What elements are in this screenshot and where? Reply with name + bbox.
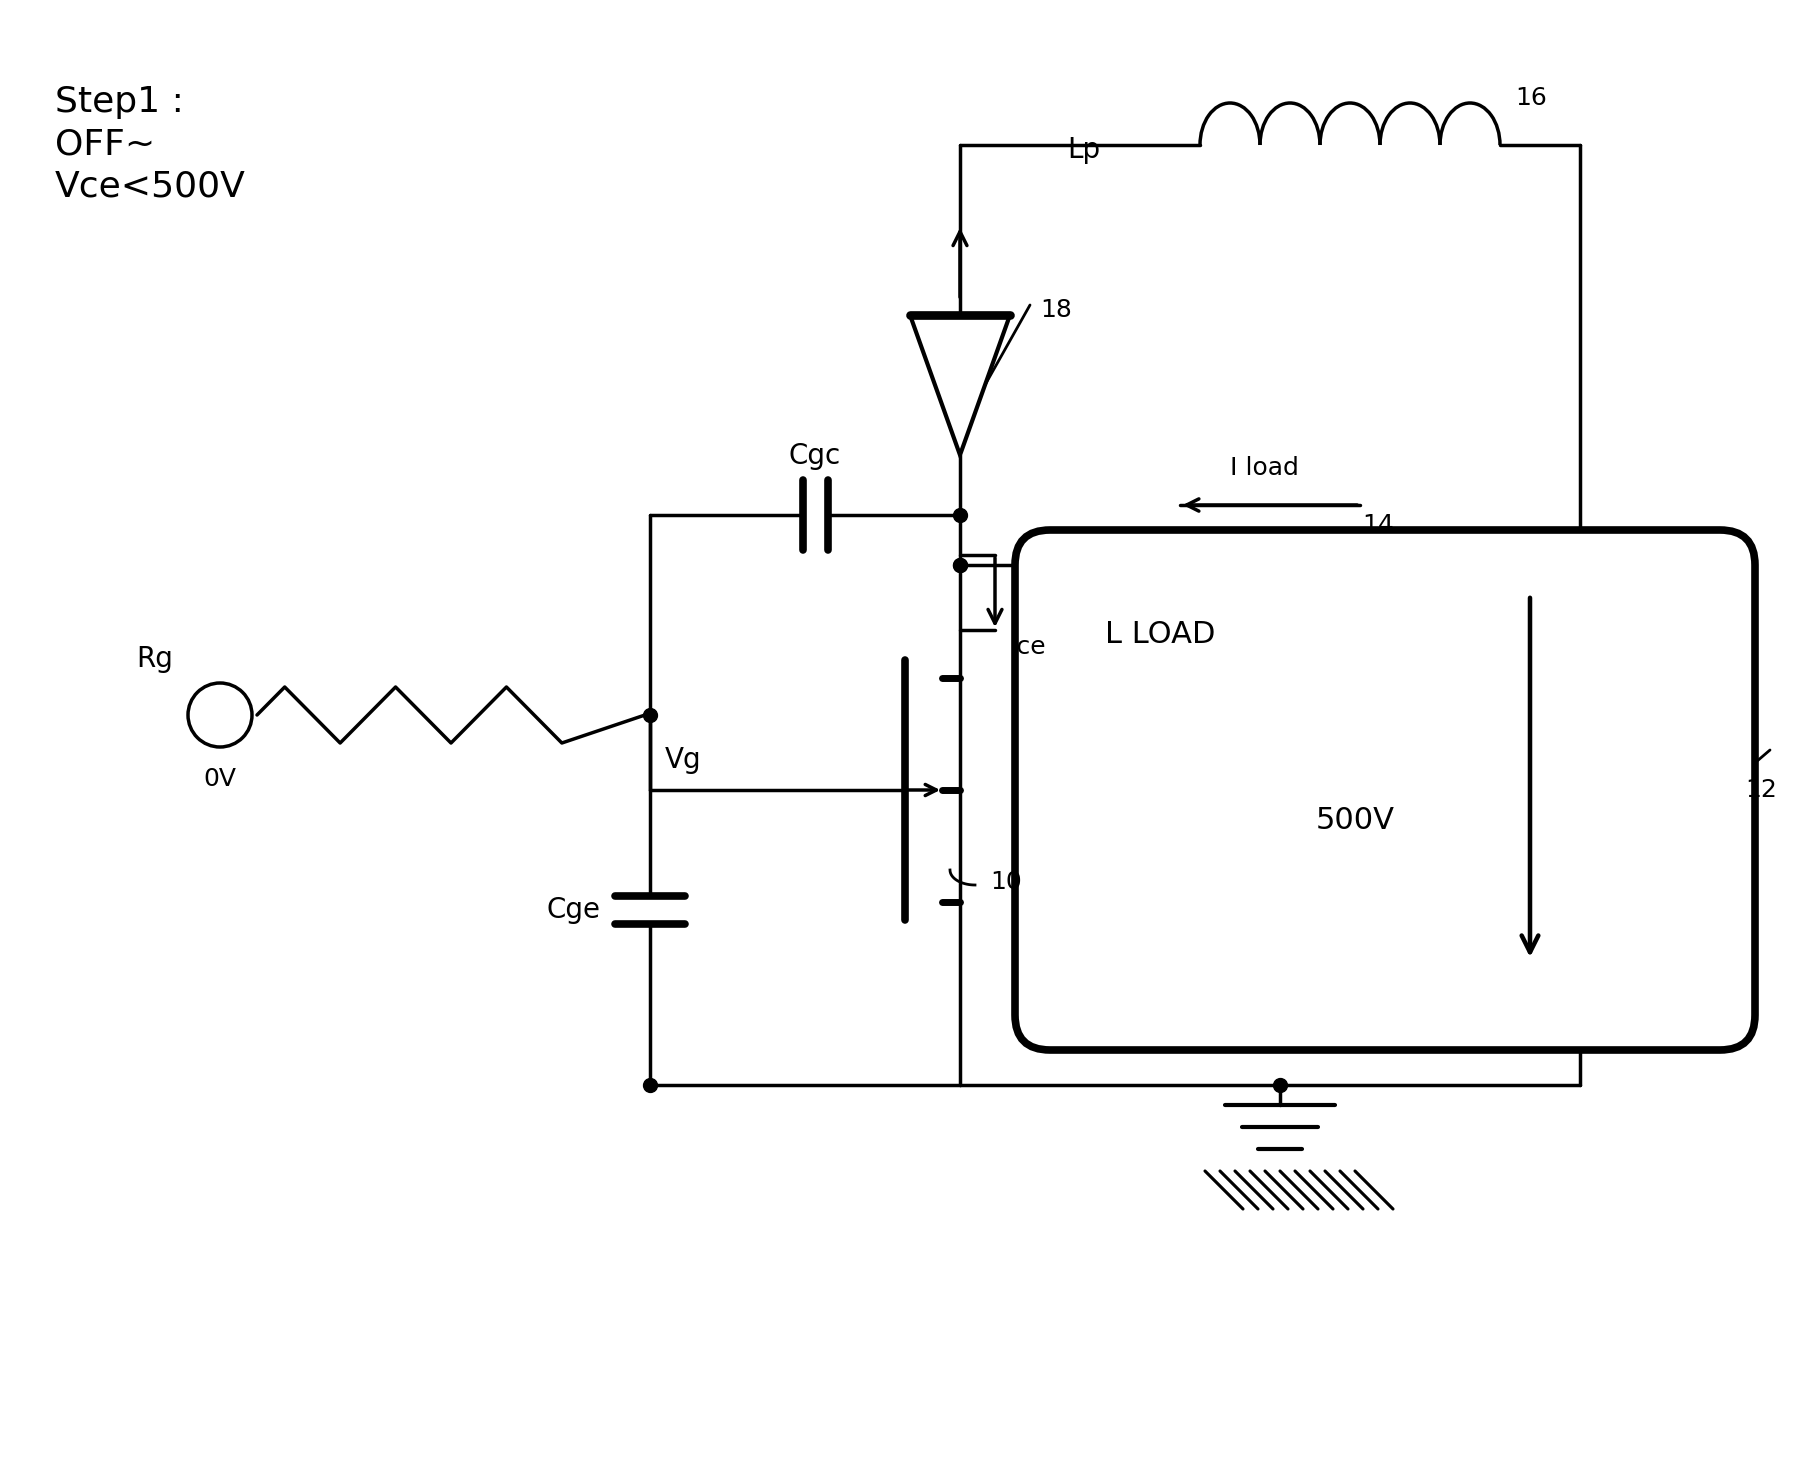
- Text: L LOAD: L LOAD: [1105, 620, 1215, 649]
- Text: Lp: Lp: [1067, 136, 1099, 164]
- Text: Rg: Rg: [136, 645, 174, 672]
- Text: 12: 12: [1746, 778, 1777, 801]
- Text: Ice: Ice: [1011, 634, 1047, 659]
- Text: 14: 14: [1362, 513, 1394, 538]
- Text: Vg: Vg: [665, 746, 701, 774]
- Text: 10: 10: [991, 870, 1021, 894]
- Text: I load: I load: [1230, 456, 1298, 481]
- Text: 18: 18: [1040, 297, 1072, 322]
- Text: Cgc: Cgc: [790, 442, 840, 470]
- FancyBboxPatch shape: [1014, 530, 1755, 1050]
- Text: Cge: Cge: [545, 897, 599, 924]
- Text: 16: 16: [1516, 86, 1547, 110]
- Text: 500V: 500V: [1315, 806, 1394, 835]
- Text: 0V: 0V: [203, 768, 237, 791]
- Text: Step1 :
OFF~
Vce<500V: Step1 : OFF~ Vce<500V: [54, 85, 246, 204]
